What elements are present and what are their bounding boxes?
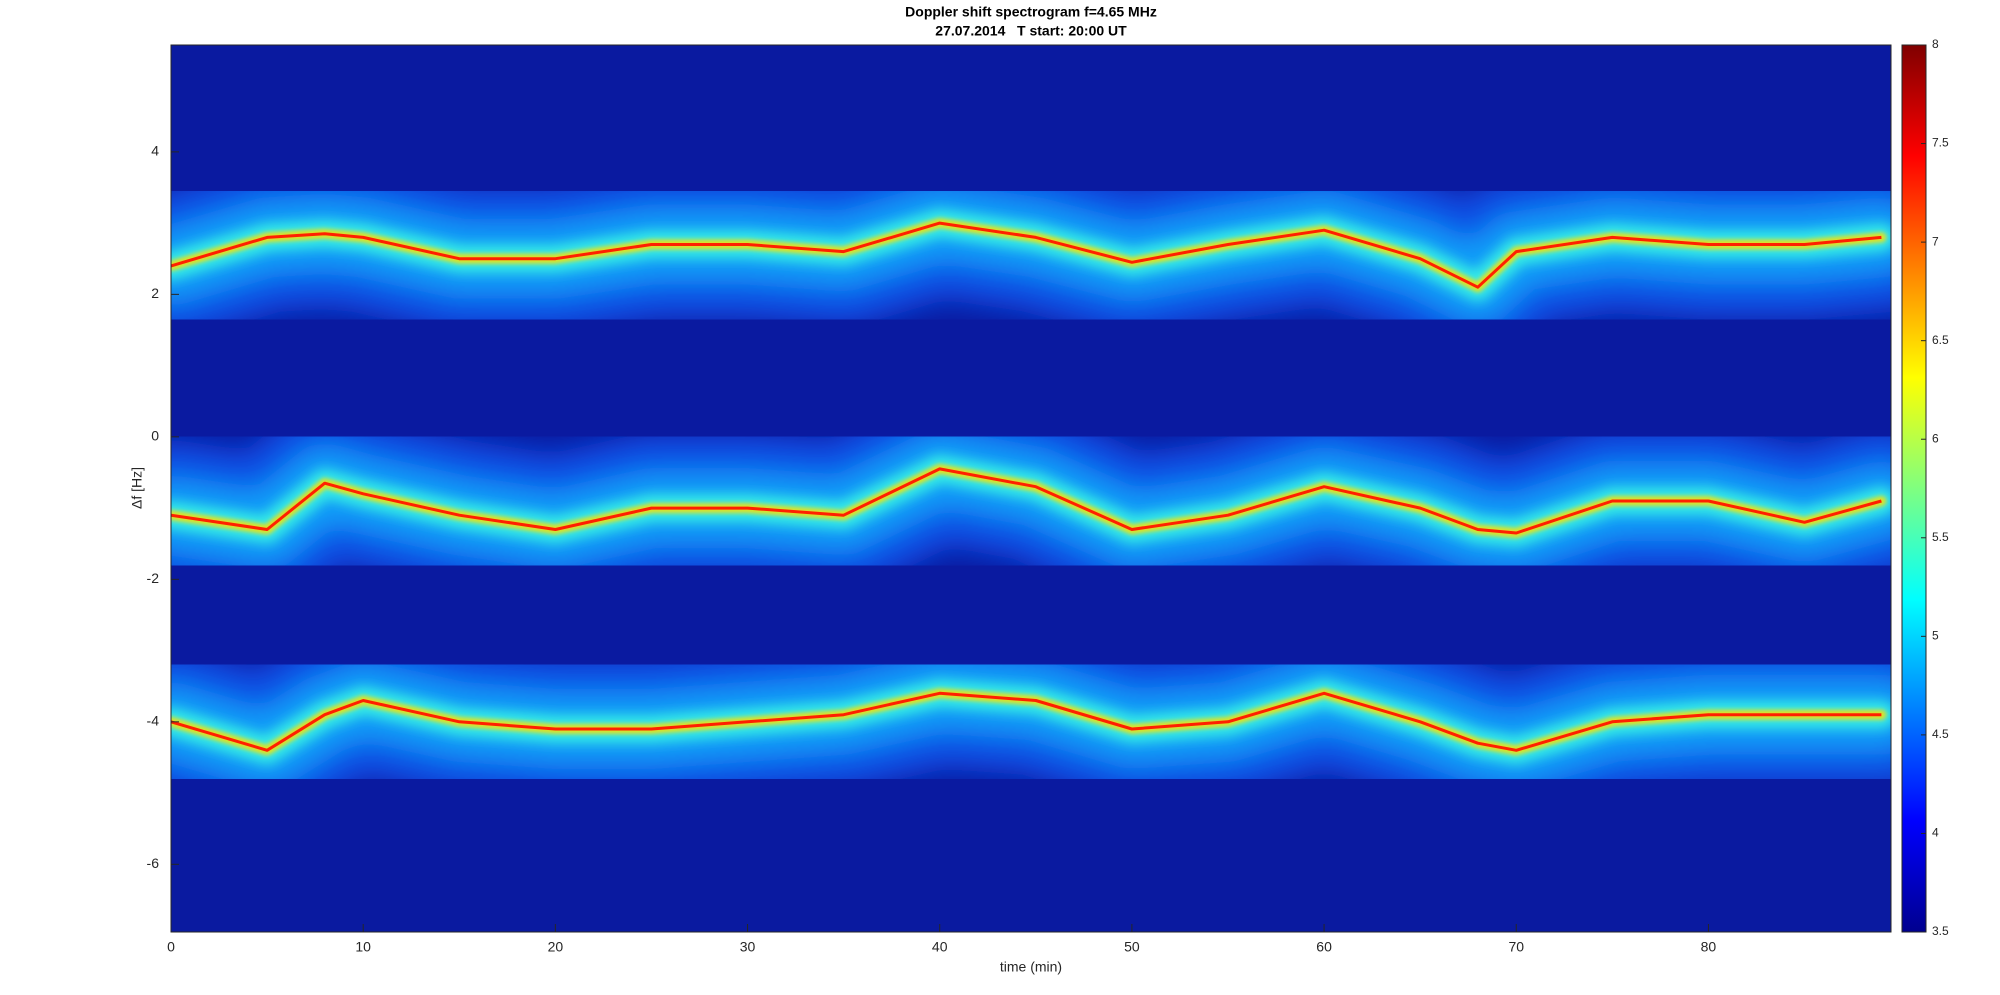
x-tick-label: 60	[1316, 939, 1332, 955]
colorbar-tick-label: 6.5	[1932, 333, 1949, 347]
x-axis-label: time (min)	[1000, 959, 1062, 975]
x-tick-label: 30	[740, 939, 756, 955]
colorbar	[1901, 44, 1927, 933]
colorbar-tick-label: 7.5	[1932, 136, 1949, 150]
colorbar-tick-label: 4.5	[1932, 727, 1949, 741]
x-tick-label: 0	[167, 939, 175, 955]
x-tick-label: 20	[548, 939, 564, 955]
y-axis-label: Δf [Hz]	[129, 467, 145, 509]
axes-box	[170, 44, 1892, 933]
axes: 0 10 20 30 40 50 60 70 80 -6 -4 -2 0 2 4 3.5 4 4.5 5 5.5 6 6.…	[147, 37, 1949, 955]
colorbar-tick-label: 6	[1932, 431, 1939, 445]
colorbar-tick-label: 4	[1932, 826, 1939, 840]
y-tick-label: -6	[147, 855, 160, 871]
colorbar-tick-label: 8	[1932, 37, 1939, 51]
y-tick-label: 2	[151, 285, 159, 301]
y-tick-label: -4	[147, 713, 160, 729]
x-tick-label: 70	[1508, 939, 1524, 955]
y-tick-label: 4	[151, 143, 159, 159]
colorbar-tick-label: 5	[1932, 629, 1939, 643]
colorbar-tick-label: 3.5	[1932, 924, 1949, 938]
y-tick-label: -2	[147, 570, 160, 586]
x-tick-label: 50	[1124, 939, 1140, 955]
x-tick-label: 80	[1701, 939, 1717, 955]
trace-line	[171, 221, 1882, 289]
colorbar-tick-label: 7	[1932, 234, 1939, 248]
trace-line	[171, 467, 1882, 535]
colorbar-tick-label: 5.5	[1932, 530, 1949, 544]
plot-area	[171, 45, 1891, 932]
x-tick-label: 40	[932, 939, 948, 955]
trace-line	[171, 691, 1882, 752]
x-tick-label: 10	[355, 939, 371, 955]
y-tick-label: 0	[151, 428, 159, 444]
chart-subtitle: 27.07.2014 T start: 20:00 UT	[935, 23, 1127, 39]
chart-title: Doppler shift spectrogram f=4.65 MHz	[905, 4, 1157, 20]
